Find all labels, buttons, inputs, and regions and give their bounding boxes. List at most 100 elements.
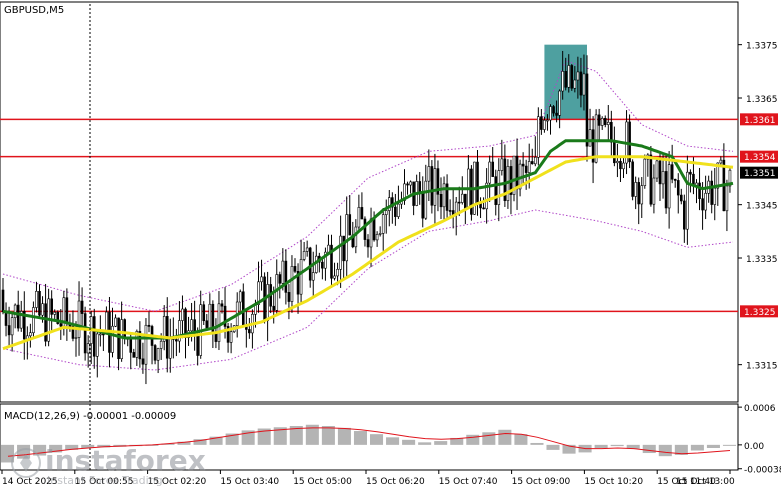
candle-body [71,325,75,339]
candle-body [339,235,342,270]
candle-body [433,168,437,206]
candle-body [354,226,358,248]
candle-body [576,71,580,81]
macd-bar [337,427,351,445]
candle-body [530,161,534,165]
macd-tick-label: -0.00038 [744,466,781,476]
macd-bar [386,437,400,445]
macd-bar [193,439,207,445]
macd-bar [594,444,608,448]
macd-bar [321,426,335,445]
macd-bar [498,429,512,445]
macd-bar [209,436,223,445]
candle-body [238,291,242,303]
candle-body [59,323,63,327]
candle-body [345,214,349,262]
candle-body [178,320,181,342]
macd-bar [161,443,175,445]
price-axis: 1.3375 1.3365 1.3345 1.3335 1.3315 1.3361 1.33… [738,42,778,372]
candle-body [29,332,32,337]
candle-body [387,197,391,211]
candle-body [661,171,665,185]
macd-bar [674,444,688,455]
candle-body [363,218,367,240]
candle-body [38,291,41,316]
candle-body [208,303,212,329]
candle-body [561,71,564,92]
candle-body [223,305,227,327]
watermark-logo-mark-icon [20,454,32,472]
candle-body [497,170,501,205]
macd-frame [0,403,739,471]
candle-body [643,158,647,186]
candle-body [272,305,276,311]
candle-body [524,165,528,173]
macd-bar [370,434,384,445]
candle-body [266,284,269,321]
candle-body [713,187,717,205]
candle-body [631,161,634,197]
candle-body [302,251,306,260]
candle-body [375,234,379,241]
candle-body [257,281,260,305]
candle-body [156,348,160,361]
candle-body [533,157,537,165]
macd-title: MACD(12,26,9) -0.00001 -0.00009 [4,411,176,422]
candle-body [129,338,133,353]
candle-body [114,317,117,327]
candle-body [527,161,531,173]
time-tick-label: 15 Oct 09:00 [512,477,571,487]
candle-body [436,168,440,195]
candle-body [333,275,336,279]
time-tick-label: 15 Oct 13:00 [676,477,735,487]
macd-bar [418,442,432,445]
candle-body [679,194,683,202]
candle-body [13,304,17,318]
macd-tick-label: 0.00 [744,442,764,452]
candle-body [381,214,385,234]
macd-bar [562,444,576,454]
candle-body [427,166,431,182]
candle-body [549,106,552,121]
price-tick-label: 1.3315 [746,362,778,372]
candle-body [56,311,60,324]
time-tick-label: 15 Oct 06:20 [366,477,425,487]
candle-body [366,239,370,248]
candle-body [676,180,680,196]
candle-body [296,271,300,295]
candle-body [360,207,364,220]
candle-body [372,218,376,241]
candle-body [670,164,674,180]
candle-body [278,274,282,284]
candle-body [378,233,382,235]
time-tick-label: 14 Oct 2025 [2,477,58,487]
candle-body [716,162,720,189]
candle-body [503,158,507,201]
candle-body [397,203,400,217]
candle-body [725,185,729,212]
macd-bar [305,424,319,445]
candle-body [248,329,251,334]
candle-body [445,183,449,211]
candle-body [83,313,87,354]
candle-body [409,181,412,186]
candle-body [424,180,428,219]
candle-body [77,300,81,338]
candle-body [515,155,519,190]
level-badge [740,113,778,126]
candle-body [597,114,601,126]
candle-body [448,210,452,212]
candle-body [594,114,598,163]
candle-body [600,118,604,126]
candle-body [19,311,23,329]
macd-bar [97,444,111,448]
candle-body [65,297,69,324]
candle-body [652,177,656,205]
macd-bar [530,442,544,445]
candle-body [175,339,178,342]
candle-body [585,73,589,147]
level-label: 1.3361 [744,116,776,126]
candle-body [226,326,230,343]
candle-body [357,207,361,228]
